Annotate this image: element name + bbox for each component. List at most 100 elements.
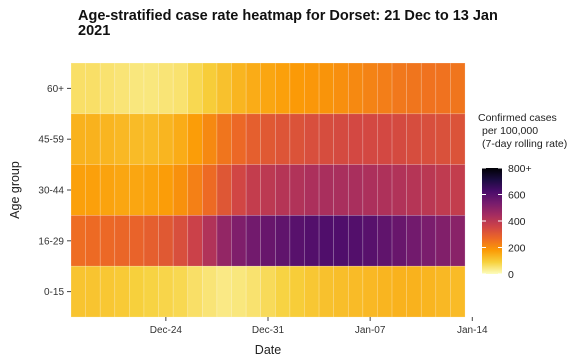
- heatmap-cell: [158, 113, 174, 165]
- heatmap-cell: [143, 113, 159, 165]
- heatmap-cell: [143, 215, 159, 267]
- heatmap-cell: [318, 164, 335, 216]
- heatmap-cell: [289, 164, 305, 216]
- legend-title-line-2: per 100,000: [482, 125, 538, 137]
- heatmap-cell: [420, 62, 437, 115]
- heatmap-cell: [274, 62, 291, 115]
- heatmap-cell: [420, 265, 437, 318]
- heatmap-cell: [289, 215, 305, 267]
- heatmap-cell: [289, 113, 305, 165]
- heatmap-cell: [362, 215, 378, 267]
- heatmap-cell: [216, 113, 232, 165]
- heatmap-cell: [85, 62, 101, 115]
- y-tick-label: 60+: [47, 84, 64, 95]
- heatmap-cell: [202, 164, 218, 216]
- heatmap-cell: [377, 164, 393, 216]
- legend-tick-label: 200: [508, 243, 526, 255]
- heatmap-cell: [231, 215, 247, 267]
- heatmap-cell: [289, 62, 305, 115]
- heatmap-cell: [216, 265, 232, 318]
- heatmap-cell: [114, 62, 130, 115]
- heatmap-cell: [143, 164, 159, 216]
- heatmap-cell: [260, 215, 276, 267]
- heatmap-cell: [347, 164, 364, 216]
- heatmap-cell: [435, 113, 451, 165]
- heatmap-cell: [158, 215, 174, 267]
- heatmap-cell: [231, 62, 247, 115]
- heatmap-cell: [231, 265, 247, 318]
- heatmap-cell: [202, 265, 218, 318]
- heatmap-cell: [289, 265, 305, 318]
- legend-title-line-1: Confirmed cases: [478, 112, 557, 124]
- heatmap-cell: [304, 265, 320, 318]
- heatmap-cell: [70, 265, 86, 318]
- heatmap-cell: [129, 164, 145, 216]
- y-tick-label: 0-15: [44, 287, 64, 298]
- heatmap-cell: [391, 265, 407, 318]
- legend-tick-label: 0: [508, 269, 514, 281]
- heatmap-cell: [304, 164, 320, 216]
- heatmap-cell: [362, 113, 378, 165]
- heatmap-cell: [260, 265, 276, 318]
- legend-tick-label: 400: [508, 216, 526, 228]
- heatmap-cell: [245, 113, 262, 165]
- heatmap-cell: [333, 62, 349, 115]
- legend-tick-label: 800+: [508, 163, 532, 175]
- heatmap-cell: [129, 113, 145, 165]
- y-tick-label: 30-44: [38, 186, 64, 197]
- heatmap-cell: [85, 265, 101, 318]
- heatmap-cell: [143, 62, 159, 115]
- heatmap-cell: [202, 215, 218, 267]
- heatmap-cell: [347, 113, 364, 165]
- heatmap-cell: [85, 164, 101, 216]
- y-tick-label: 45-59: [38, 135, 64, 146]
- heatmap-cell: [260, 113, 276, 165]
- heatmap-cell: [406, 113, 422, 165]
- heatmap-cell: [85, 113, 101, 165]
- x-axis-ticks: Dec-24 Dec-31 Jan-07 Jan-14: [150, 317, 488, 336]
- heatmap-cell: [435, 265, 451, 318]
- heatmap-cell: [362, 164, 378, 216]
- heatmap-cell: [245, 164, 262, 216]
- heatmap-cell: [216, 62, 232, 115]
- heatmap-cell: [245, 265, 262, 318]
- heatmap-cell: [435, 62, 451, 115]
- heatmap-cell: [114, 164, 130, 216]
- heatmap-cell: [70, 62, 86, 115]
- heatmap-cell: [187, 215, 203, 267]
- heatmap-cell: [187, 62, 203, 115]
- heatmap-cell: [406, 215, 422, 267]
- heatmap-cell: [245, 215, 262, 267]
- heatmap-cell: [187, 113, 203, 165]
- legend-title-line-3: (7-day rolling rate): [482, 138, 567, 150]
- heatmap-cell: [202, 113, 218, 165]
- heatmap-cell: [450, 215, 466, 267]
- heatmap-cell: [274, 215, 291, 267]
- heatmap-cells: [70, 62, 466, 318]
- chart-title-line-1: Age-stratified case rate heatmap for Dor…: [78, 8, 498, 24]
- heatmap-cell: [347, 62, 364, 115]
- heatmap-cell: [333, 215, 349, 267]
- heatmap-cell: [129, 62, 145, 115]
- heatmap-cell: [406, 265, 422, 318]
- heatmap-cell: [318, 62, 335, 115]
- heatmap-cell: [362, 265, 378, 318]
- heatmap-cell: [231, 113, 247, 165]
- heatmap-cell: [391, 215, 407, 267]
- heatmap-cell: [333, 113, 349, 165]
- heatmap-cell: [114, 265, 130, 318]
- heatmap-cell: [202, 62, 218, 115]
- heatmap-cell: [318, 113, 335, 165]
- heatmap-cell: [172, 164, 189, 216]
- heatmap-cell: [216, 215, 232, 267]
- heatmap-cell: [172, 215, 189, 267]
- heatmap-cell: [99, 62, 116, 115]
- heatmap-cell: [260, 164, 276, 216]
- heatmap-cell: [406, 164, 422, 216]
- x-tick-label: Dec-31: [252, 325, 285, 336]
- legend-color-bar: [482, 168, 502, 274]
- heatmap-cell: [450, 113, 466, 165]
- heatmap-cell: [99, 215, 116, 267]
- heatmap-cell: [172, 265, 189, 318]
